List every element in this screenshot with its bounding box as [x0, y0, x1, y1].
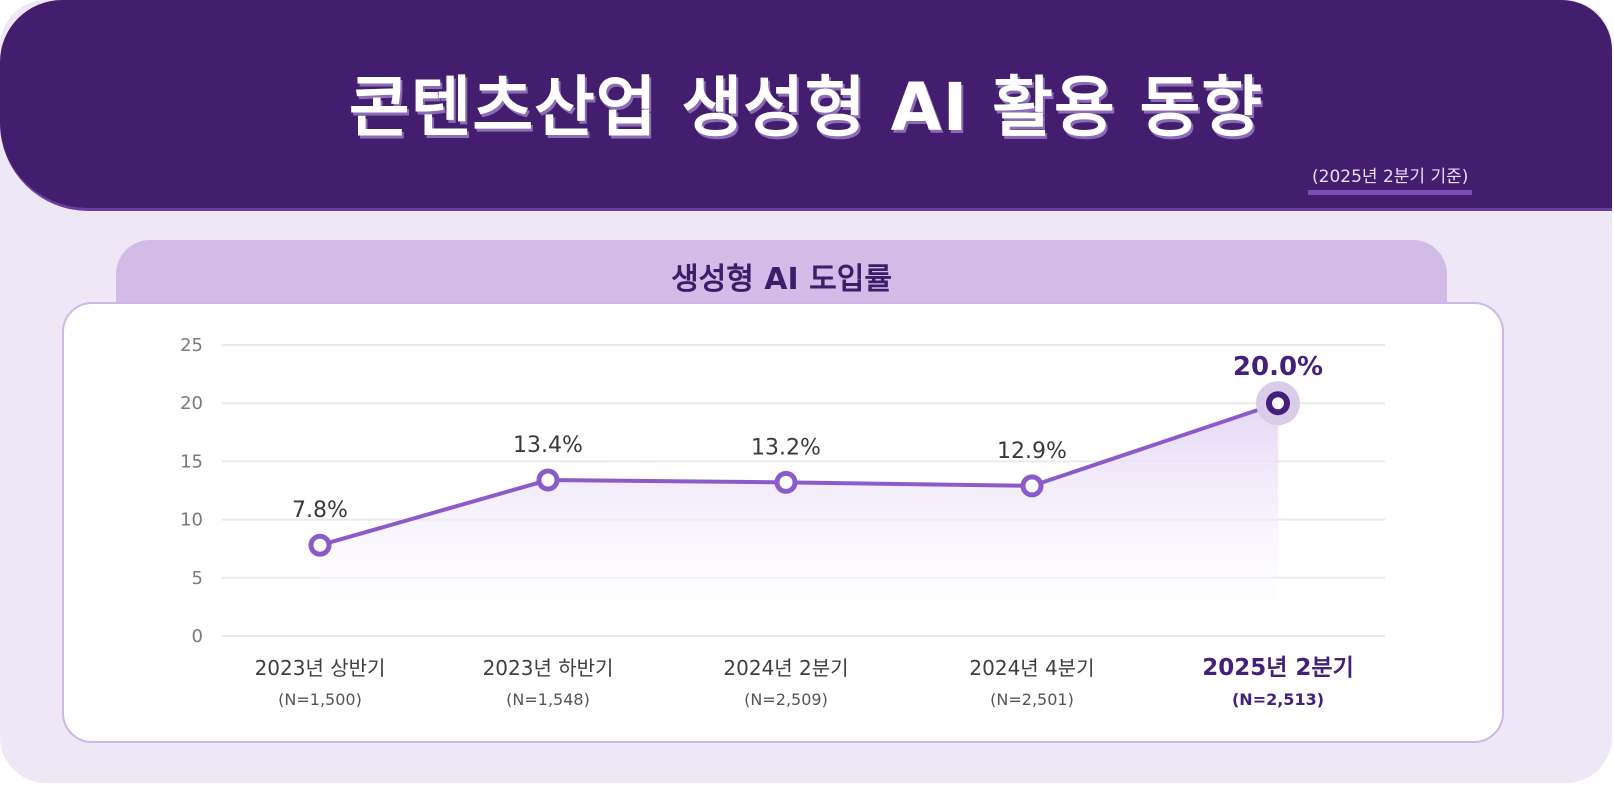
reference-period-note: (2025년 2분기 기준)	[1308, 166, 1473, 195]
data-label: 20.0%	[1233, 352, 1323, 382]
header-banner: 콘텐츠산업 생성형 AI 활용 동향 (2025년 2분기 기준)	[0, 0, 1612, 211]
chart-title-tab: 생성형 AI 도입률	[116, 240, 1447, 308]
data-point	[536, 468, 560, 492]
y-tick-label: 20	[180, 393, 203, 414]
y-tick-label: 5	[192, 568, 203, 589]
x-tick-label: 2024년 4분기	[969, 656, 1094, 680]
sample-size-label: (N=2,513)	[1232, 690, 1324, 709]
x-tick-label: 2023년 하반기	[483, 656, 614, 680]
data-point	[1020, 474, 1044, 498]
y-tick-label: 15	[180, 451, 203, 472]
line-segment	[784, 480, 1034, 488]
line-segment	[318, 478, 550, 548]
data-point	[774, 470, 798, 494]
data-label: 13.2%	[751, 435, 821, 460]
page-title: 콘텐츠산업 생성형 AI 활용 동향	[348, 69, 1264, 146]
sample-size-label: (N=1,500)	[278, 690, 362, 709]
sample-size-label: (N=2,501)	[990, 690, 1074, 709]
data-label: 12.9%	[997, 439, 1067, 464]
data-point	[1266, 391, 1290, 416]
chart-title: 생성형 AI 도입률	[671, 262, 892, 297]
x-tick-label: 2023년 상반기	[255, 656, 386, 680]
line-segment	[546, 478, 788, 485]
line-segment	[1030, 401, 1280, 488]
data-label: 13.4%	[513, 433, 583, 458]
y-tick-label: 10	[180, 510, 203, 531]
x-tick-label: 2024년 2분기	[723, 656, 848, 680]
data-label: 7.8%	[292, 498, 348, 523]
x-tick-label: 2025년 2분기	[1202, 655, 1354, 681]
sample-size-label: (N=1,548)	[506, 690, 590, 709]
area-fill	[320, 403, 1278, 636]
data-point	[308, 533, 332, 557]
sample-size-label: (N=2,509)	[744, 690, 828, 709]
y-tick-label: 0	[192, 626, 203, 647]
y-tick-label: 25	[180, 335, 203, 356]
